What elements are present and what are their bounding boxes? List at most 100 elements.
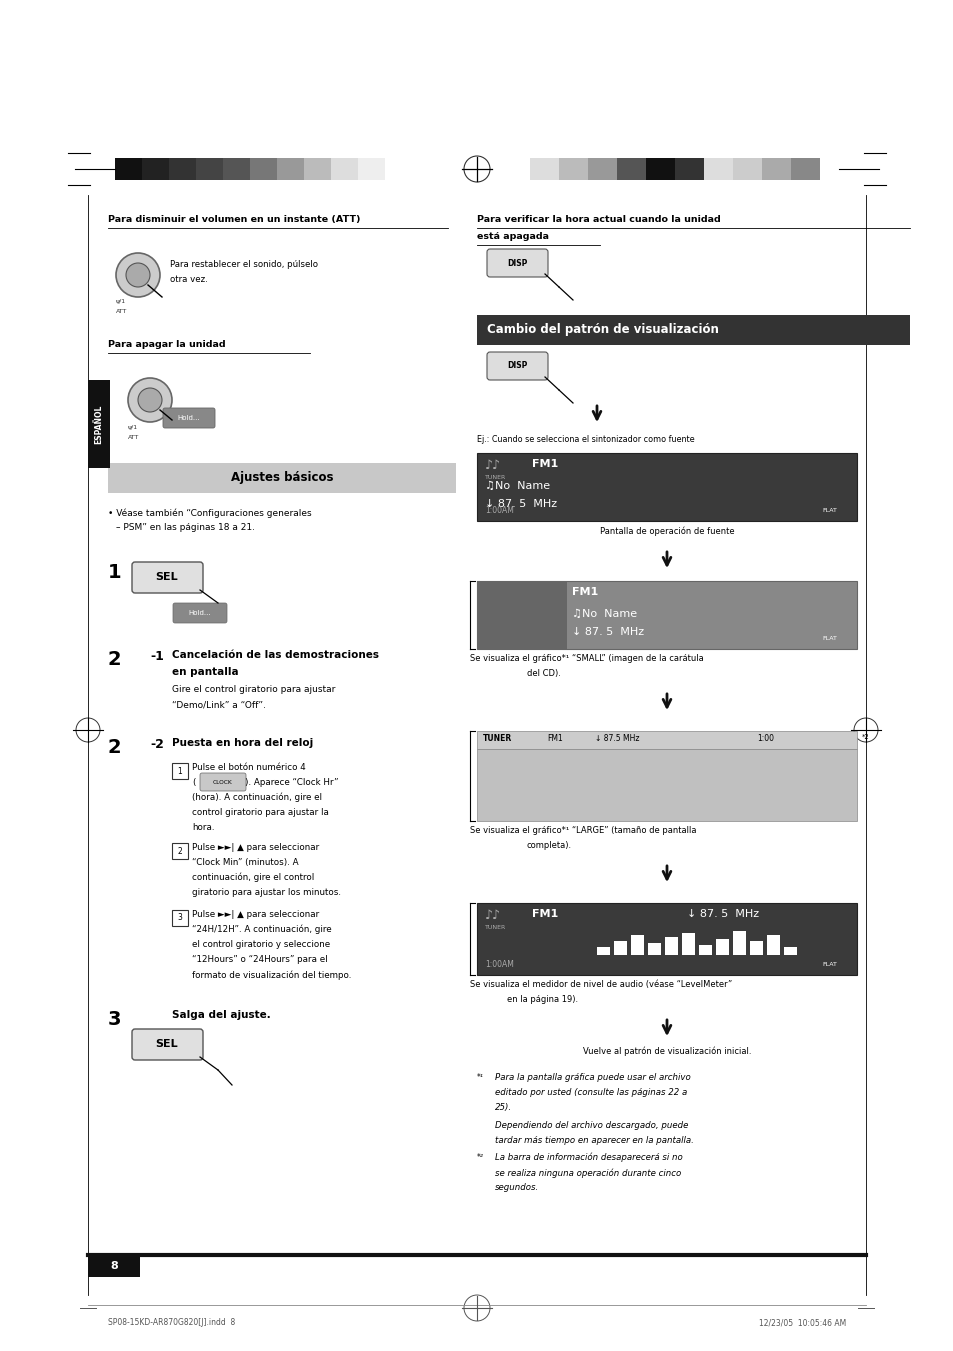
- Bar: [172, 911, 188, 925]
- Text: Dependiendo del archivo descargado, puede: Dependiendo del archivo descargado, pued…: [495, 1121, 688, 1129]
- Bar: [808, 631, 850, 644]
- Text: SP08-15KD-AR870G820[J].indd  8: SP08-15KD-AR870G820[J].indd 8: [108, 1319, 235, 1327]
- Text: en la página 19).: en la página 19).: [506, 994, 578, 1004]
- Text: giratorio para ajustar los minutos.: giratorio para ajustar los minutos.: [192, 888, 340, 897]
- Bar: [664, 938, 678, 955]
- Text: tardar más tiempo en aparecer en la pantalla.: tardar más tiempo en aparecer en la pant…: [495, 1136, 693, 1146]
- Bar: [172, 763, 188, 780]
- Bar: [614, 942, 626, 955]
- Bar: [766, 935, 780, 955]
- Text: Cambio del patrón de visualización: Cambio del patrón de visualización: [486, 323, 719, 336]
- Bar: [530, 158, 558, 180]
- Text: ). Aparece “Clock Hr”: ). Aparece “Clock Hr”: [245, 778, 338, 788]
- Bar: [476, 902, 856, 975]
- Bar: [732, 931, 745, 955]
- FancyBboxPatch shape: [200, 773, 246, 790]
- Bar: [703, 158, 732, 180]
- Bar: [558, 158, 587, 180]
- Bar: [276, 158, 304, 180]
- Text: se realiza ninguna operación durante cinco: se realiza ninguna operación durante cin…: [495, 1169, 680, 1178]
- Text: FLAT: FLAT: [821, 962, 837, 966]
- Text: – PSM” en las páginas 18 a 21.: – PSM” en las páginas 18 a 21.: [116, 523, 254, 532]
- Bar: [749, 942, 762, 955]
- Bar: [250, 158, 276, 180]
- Text: (hora). A continuación, gire el: (hora). A continuación, gire el: [192, 793, 322, 802]
- Text: *2: *2: [862, 734, 869, 740]
- Text: 2: 2: [177, 847, 182, 855]
- Text: Pantalla de operación de fuente: Pantalla de operación de fuente: [599, 526, 734, 535]
- Bar: [761, 158, 790, 180]
- Text: *²: *²: [476, 1152, 483, 1162]
- Text: completa).: completa).: [526, 842, 572, 850]
- Text: 1:00AM: 1:00AM: [484, 507, 514, 515]
- Text: “12Hours” o “24Hours” para el: “12Hours” o “24Hours” para el: [192, 955, 327, 965]
- Text: ♪♪: ♪♪: [484, 909, 500, 921]
- FancyBboxPatch shape: [486, 353, 547, 380]
- Bar: [172, 843, 188, 859]
- Text: está apagada: está apagada: [476, 232, 548, 240]
- Circle shape: [128, 378, 172, 422]
- Text: Para disminuir el volumen en un instante (ATT): Para disminuir el volumen en un instante…: [108, 215, 360, 224]
- Text: hora.: hora.: [192, 823, 214, 832]
- Text: FM1: FM1: [532, 459, 558, 469]
- Bar: [630, 935, 643, 955]
- Text: ↓ 87. 5  MHz: ↓ 87. 5 MHz: [484, 499, 557, 509]
- Text: Ej.: Cuando se selecciona el sintonizador como fuente: Ej.: Cuando se selecciona el sintonizado…: [476, 435, 694, 444]
- Text: 1:00: 1:00: [757, 734, 773, 743]
- Text: Cancelación de las demostraciones: Cancelación de las demostraciones: [172, 650, 378, 661]
- Text: Hold...: Hold...: [177, 415, 200, 422]
- Text: Gire el control giratorio para ajustar: Gire el control giratorio para ajustar: [172, 685, 335, 694]
- Text: 12/23/05  10:05:46 AM: 12/23/05 10:05:46 AM: [758, 1319, 845, 1327]
- Text: Ajustes básicos: Ajustes básicos: [231, 471, 333, 485]
- Bar: [716, 939, 728, 955]
- Text: del CD).: del CD).: [526, 669, 560, 678]
- Text: 3: 3: [108, 1011, 121, 1029]
- Text: Puesta en hora del reloj: Puesta en hora del reloj: [172, 738, 313, 748]
- Text: 2: 2: [108, 650, 121, 669]
- Bar: [597, 947, 609, 955]
- Text: Para apagar la unidad: Para apagar la unidad: [108, 340, 226, 349]
- Bar: [783, 947, 796, 955]
- Bar: [115, 158, 142, 180]
- Bar: [304, 158, 331, 180]
- Bar: [142, 158, 169, 180]
- Text: control giratorio para ajustar la: control giratorio para ajustar la: [192, 808, 329, 817]
- Bar: [476, 315, 909, 345]
- Bar: [675, 158, 703, 180]
- Bar: [88, 380, 110, 467]
- Bar: [699, 944, 711, 955]
- Text: “24H/12H”. A continuación, gire: “24H/12H”. A continuación, gire: [192, 925, 332, 935]
- Text: FLAT: FLAT: [821, 635, 837, 640]
- Text: ♪♪: ♪♪: [484, 459, 500, 471]
- Text: 1: 1: [177, 766, 182, 775]
- Bar: [169, 158, 195, 180]
- Text: Se visualiza el gráfico*¹ “SMALL” (imagen de la carátula: Se visualiza el gráfico*¹ “SMALL” (image…: [470, 654, 703, 663]
- Text: Hold...: Hold...: [189, 611, 212, 616]
- Text: ATT: ATT: [128, 435, 139, 440]
- FancyBboxPatch shape: [132, 1029, 203, 1061]
- Text: Vuelve al patrón de visualización inicial.: Vuelve al patrón de visualización inicia…: [582, 1047, 750, 1056]
- Bar: [88, 1255, 140, 1277]
- Text: Pulse ►►| ▲ para seleccionar: Pulse ►►| ▲ para seleccionar: [192, 911, 319, 919]
- Bar: [808, 957, 850, 971]
- Text: FM1: FM1: [532, 909, 558, 919]
- Text: Se visualiza el medidor de nivel de audio (véase “LevelMeter”: Se visualiza el medidor de nivel de audi…: [470, 979, 732, 989]
- Bar: [476, 581, 856, 648]
- Text: Se visualiza el gráfico*¹ “LARGE” (tamaño de pantalla: Se visualiza el gráfico*¹ “LARGE” (tamañ…: [470, 825, 696, 835]
- Bar: [617, 158, 645, 180]
- Bar: [645, 158, 675, 180]
- Text: Para verificar la hora actual cuando la unidad: Para verificar la hora actual cuando la …: [476, 215, 720, 224]
- Bar: [587, 158, 617, 180]
- Bar: [476, 453, 856, 521]
- Text: editado por usted (consulte las páginas 22 a: editado por usted (consulte las páginas …: [495, 1088, 686, 1097]
- Text: ESPAÑOL: ESPAÑOL: [94, 404, 103, 443]
- FancyBboxPatch shape: [132, 562, 203, 593]
- Text: 8: 8: [110, 1260, 118, 1271]
- Text: 1: 1: [108, 563, 121, 582]
- Bar: [357, 158, 385, 180]
- Bar: [647, 943, 660, 955]
- Bar: [108, 463, 456, 493]
- Text: FM1: FM1: [572, 586, 598, 597]
- Text: 25).: 25).: [495, 1102, 512, 1112]
- Text: TUNER: TUNER: [484, 925, 506, 929]
